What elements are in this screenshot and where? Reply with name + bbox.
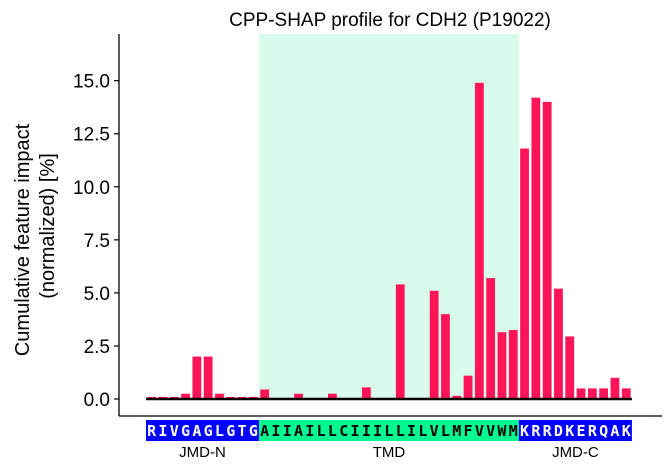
- y-tick-label: 7.5: [84, 231, 110, 252]
- bars-group: [147, 82, 631, 400]
- residue-40: R: [588, 422, 598, 440]
- sequence-block-tmd: [259, 420, 519, 441]
- residue-18: C: [339, 422, 348, 440]
- residue-9: T: [238, 422, 247, 440]
- residue-43: K: [622, 422, 631, 440]
- bar-6: [203, 356, 213, 400]
- bar-34: [520, 148, 529, 400]
- residue-30: V: [475, 422, 484, 440]
- residue-20: I: [362, 422, 371, 440]
- y-axis-label-line2: (normalized) [%]: [37, 153, 59, 299]
- region-labels: JMD-N TMD JMD-C: [179, 444, 599, 461]
- bar-5: [192, 356, 202, 400]
- residue-11: A: [260, 422, 269, 440]
- residue-15: I: [305, 422, 314, 440]
- y-axis-label-line1: Cumulative feature impact: [12, 123, 34, 356]
- residue-36: R: [543, 422, 553, 440]
- y-tick-label: 2.5: [84, 337, 110, 358]
- bar-30: [474, 82, 484, 400]
- bar-26: [429, 290, 439, 400]
- residue-29: F: [464, 422, 473, 440]
- residue-7: L: [215, 422, 224, 440]
- sequence-block-jmd-c: [518, 420, 632, 441]
- residue-38: K: [565, 422, 574, 440]
- bar-35: [531, 97, 541, 400]
- residue-16: L: [317, 422, 326, 440]
- bar-33: [508, 330, 518, 400]
- bar-41: [599, 388, 609, 400]
- residue-32: W: [497, 422, 507, 440]
- residue-25: L: [418, 422, 427, 440]
- residue-39: E: [577, 422, 586, 440]
- residue-26: V: [430, 422, 439, 440]
- residue-6: G: [204, 422, 213, 440]
- y-ticks: 0.0 2.5 5.0 7.5 10.0 12.5 15.0: [73, 72, 119, 411]
- y-tick-label: 0.0: [84, 390, 110, 411]
- residue-17: L: [328, 422, 337, 440]
- residue-41: Q: [599, 422, 608, 440]
- bar-29: [463, 375, 473, 400]
- residue-14: A: [294, 422, 303, 440]
- residue-8: G: [226, 422, 235, 440]
- residue-5: A: [192, 422, 201, 440]
- residue-2: I: [158, 422, 167, 440]
- residue-10: G: [249, 422, 258, 440]
- bar-43: [621, 388, 631, 400]
- residue-13: I: [283, 422, 292, 440]
- residue-34: K: [520, 422, 529, 440]
- bar-40: [587, 388, 597, 400]
- residue-42: A: [610, 422, 619, 440]
- residue-22: L: [384, 422, 393, 440]
- region-label-tmd: TMD: [373, 444, 406, 461]
- bar-42: [610, 377, 620, 400]
- bar-38: [565, 336, 575, 400]
- bar-17: [328, 393, 337, 400]
- bar-27: [441, 314, 450, 400]
- bar-31: [486, 278, 496, 400]
- sequence-block-jmd-n: [146, 420, 259, 441]
- bar-14: [294, 393, 303, 400]
- residue-27: L: [441, 422, 450, 440]
- residue-24: I: [407, 422, 416, 440]
- y-tick-label: 5.0: [84, 284, 110, 305]
- region-label-jmd-c: JMD-C: [552, 444, 599, 461]
- bar-39: [576, 388, 586, 400]
- residue-28: M: [452, 422, 461, 440]
- y-tick-label: 15.0: [73, 72, 110, 93]
- residue-12: I: [271, 422, 280, 440]
- bar-23: [395, 284, 405, 400]
- y-tick-label: 10.0: [73, 178, 110, 199]
- residue-33: M: [509, 422, 518, 440]
- bar-20: [361, 387, 371, 400]
- region-label-jmd-n: JMD-N: [179, 444, 226, 461]
- bar-36: [542, 101, 552, 400]
- bar-37: [554, 288, 563, 400]
- bar-7: [215, 393, 224, 400]
- y-tick-label: 12.5: [73, 125, 110, 146]
- bar-4: [181, 393, 190, 400]
- residue-19: I: [351, 422, 360, 440]
- residue-21: I: [373, 422, 382, 440]
- residue-23: L: [396, 422, 405, 440]
- residue-37: D: [554, 422, 563, 440]
- residue-4: G: [181, 422, 190, 440]
- residue-1: R: [147, 422, 157, 440]
- residue-35: R: [531, 422, 541, 440]
- bar-11: [260, 389, 270, 400]
- bar-32: [497, 332, 507, 400]
- residue-31: V: [486, 422, 495, 440]
- chart-title: CPP-SHAP profile for CDH2 (P19022): [229, 10, 551, 31]
- residue-3: V: [170, 422, 179, 440]
- bar-28: [452, 395, 462, 400]
